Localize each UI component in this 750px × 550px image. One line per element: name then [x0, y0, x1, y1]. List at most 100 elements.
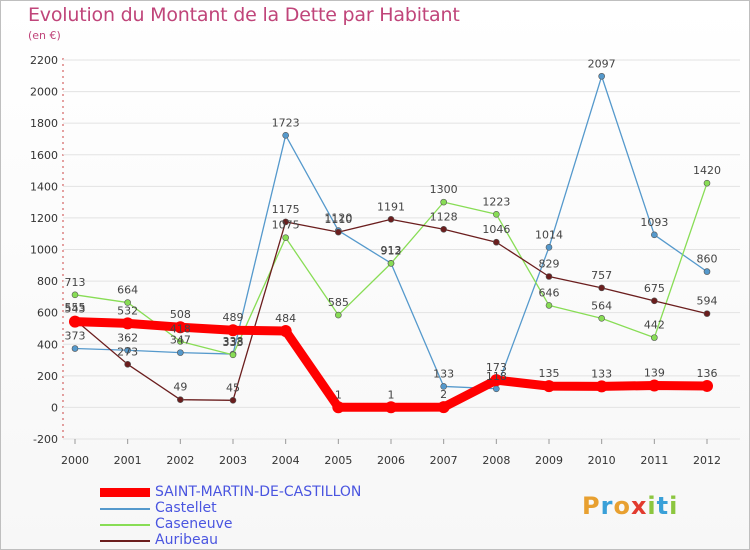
- data-label: 675: [644, 282, 665, 295]
- y-tick-label: 1200: [30, 212, 58, 225]
- data-point: [545, 243, 553, 251]
- legend-label-auribeau: Auribeau: [155, 532, 219, 548]
- data-label: 594: [697, 295, 718, 308]
- data-point: [703, 268, 711, 275]
- y-tick-label: 1000: [30, 244, 58, 257]
- data-point: [385, 401, 397, 414]
- data-label: 133: [433, 367, 454, 380]
- data-point: [490, 374, 503, 387]
- data-label: 1723: [272, 116, 300, 129]
- legend-swatch-saint-martin: [100, 488, 150, 497]
- logo-letter: i: [647, 492, 657, 520]
- data-label: 49: [173, 381, 187, 394]
- y-tick-label: 1600: [30, 149, 58, 162]
- data-point: [545, 302, 553, 309]
- data-label: 1: [335, 388, 342, 401]
- x-tick-label: 2000: [61, 454, 89, 467]
- y-tick-label: 1400: [30, 180, 58, 193]
- data-point: [229, 351, 237, 359]
- logo-letter: o: [613, 492, 631, 520]
- logo-letter: r: [600, 492, 614, 520]
- x-tick-label: 2008: [482, 454, 510, 467]
- data-point: [69, 315, 81, 328]
- x-tick-label: 2001: [114, 454, 142, 467]
- data-point: [440, 198, 447, 206]
- data-point: [493, 238, 500, 246]
- data-label: 135: [539, 367, 560, 380]
- data-point: [493, 385, 500, 393]
- data-label: 1191: [377, 200, 405, 213]
- data-label: 1128: [430, 210, 458, 223]
- data-label: 1223: [482, 195, 510, 208]
- data-label: 860: [697, 253, 718, 266]
- data-label: 532: [117, 304, 138, 317]
- data-point: [598, 315, 605, 322]
- data-point: [543, 380, 555, 393]
- data-point: [595, 380, 608, 393]
- legend-label-saint-martin: SAINT-MARTIN-DE-CASTILLON: [155, 484, 362, 500]
- data-label: 713: [65, 276, 86, 289]
- y-tick-label: 400: [37, 338, 58, 351]
- data-label: 418: [170, 322, 191, 335]
- data-point: [229, 397, 237, 404]
- x-tick-label: 2007: [430, 454, 458, 467]
- data-label: 338: [223, 335, 244, 348]
- data-point: [437, 401, 450, 414]
- data-label: 442: [644, 319, 665, 332]
- x-tick-label: 2010: [588, 454, 616, 467]
- data-point: [177, 396, 184, 403]
- data-label: 133: [591, 367, 612, 380]
- data-point: [440, 383, 447, 390]
- data-label: 1420: [693, 164, 721, 177]
- data-point: [648, 379, 661, 392]
- legend-item-saint-martin: SAINT-MARTIN-DE-CASTILLON: [100, 484, 400, 500]
- logo-letter: x: [630, 492, 648, 520]
- data-point: [651, 297, 658, 305]
- data-point: [177, 338, 184, 345]
- y-tick-label: 2200: [30, 54, 58, 67]
- data-point: [71, 345, 79, 352]
- data-point: [121, 317, 134, 330]
- data-point: [440, 225, 447, 233]
- data-point: [387, 260, 395, 267]
- data-point: [332, 401, 345, 414]
- legend-swatch-caseneuve: [100, 524, 150, 526]
- x-tick-label: 2009: [535, 454, 563, 467]
- proxiti-logo: Proxiti: [582, 492, 678, 520]
- data-point: [282, 218, 289, 226]
- data-label: 333: [223, 336, 244, 349]
- data-label: 1046: [482, 223, 510, 236]
- data-label: 347: [170, 334, 191, 347]
- y-tick-label: 1800: [30, 117, 58, 130]
- data-point: [387, 216, 395, 223]
- legend-item-auribeau: Auribeau: [100, 532, 400, 548]
- data-point: [651, 334, 658, 341]
- data-label: 139: [644, 366, 665, 379]
- data-label: 585: [328, 296, 349, 309]
- data-point: [124, 299, 131, 306]
- y-tick-label: 0: [51, 401, 58, 414]
- logo-letter: P: [582, 492, 601, 520]
- data-point: [703, 310, 711, 317]
- y-tick-label: 200: [37, 370, 58, 383]
- x-tick-label: 2004: [272, 454, 300, 467]
- legend-label-castellet: Castellet: [155, 500, 217, 516]
- legend-swatch-castellet: [100, 508, 150, 510]
- data-label: 1175: [272, 203, 300, 216]
- data-point: [701, 379, 713, 392]
- data-label: 273: [117, 345, 138, 358]
- legend-item-caseneuve: Caseneuve: [100, 516, 400, 532]
- data-label: 646: [539, 286, 560, 299]
- data-label: 2: [440, 388, 447, 401]
- data-label: 913: [381, 244, 402, 257]
- data-label: 173: [486, 361, 507, 374]
- data-label: 136: [697, 367, 718, 380]
- x-tick-label: 2011: [640, 454, 668, 467]
- x-tick-label: 2012: [693, 454, 721, 467]
- x-tick-label: 2003: [219, 454, 247, 467]
- y-tick-label: -200: [33, 433, 58, 446]
- x-tick-label: 2006: [377, 454, 405, 467]
- data-label: 829: [539, 258, 560, 271]
- data-label: 45: [226, 381, 240, 394]
- data-label: 555: [65, 301, 86, 314]
